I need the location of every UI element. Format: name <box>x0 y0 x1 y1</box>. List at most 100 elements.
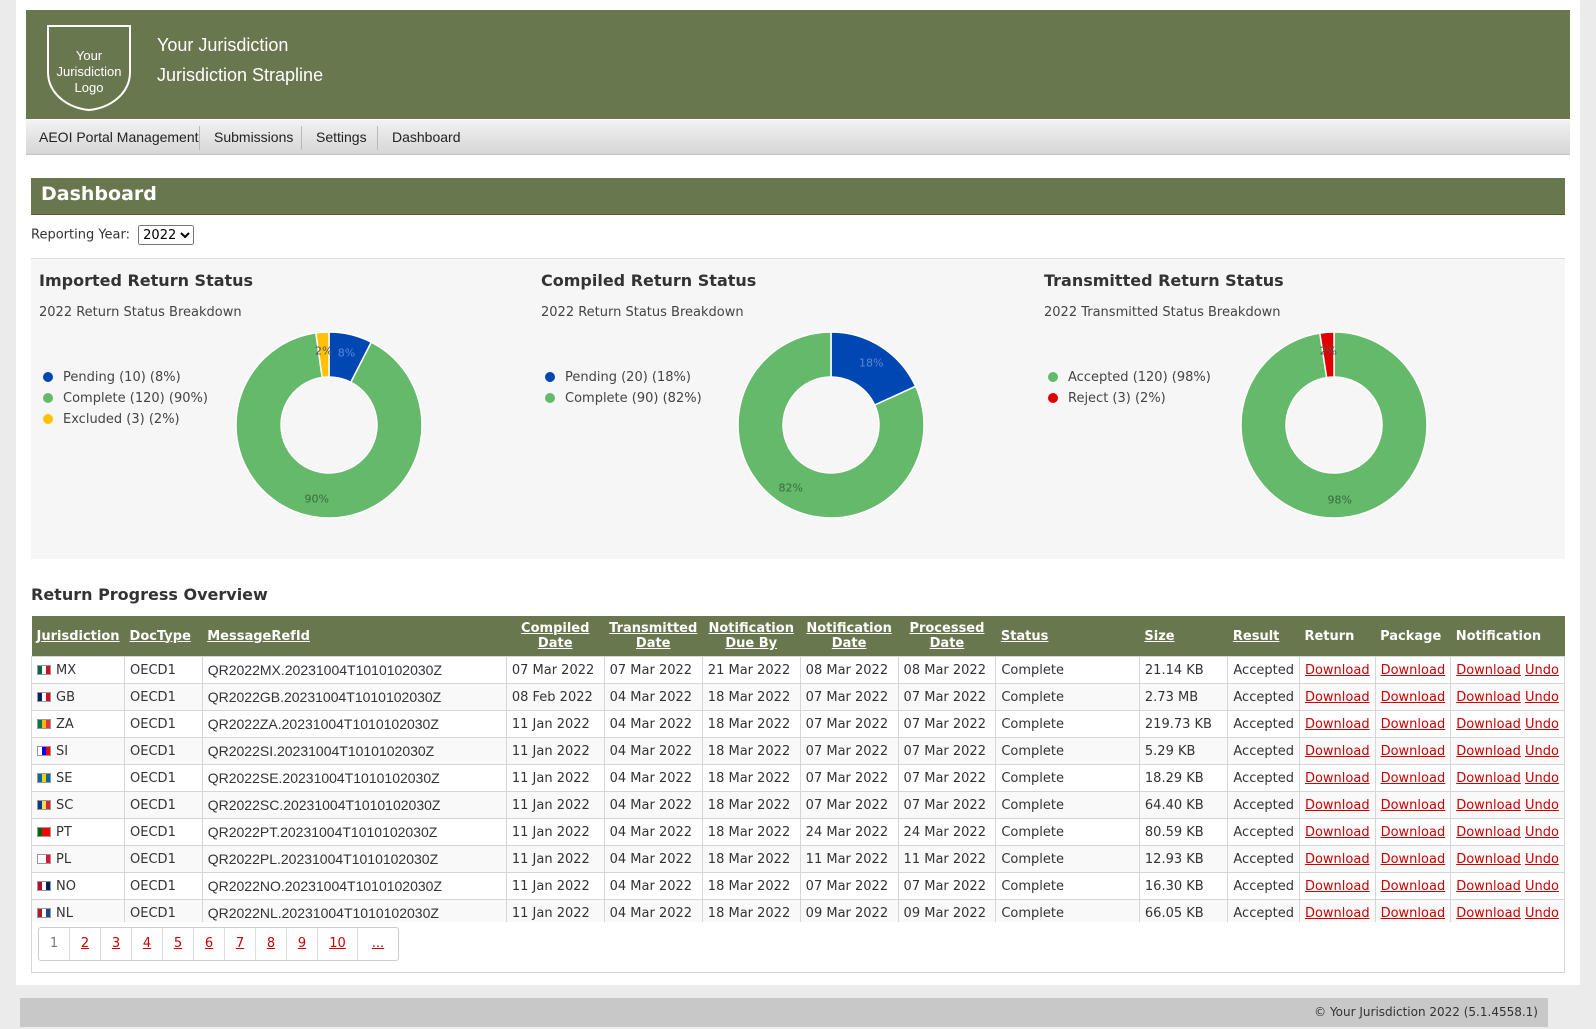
page-link[interactable]: 4 <box>132 928 163 960</box>
notification-undo-link[interactable]: Undo <box>1524 905 1559 921</box>
package-download-link[interactable]: Download <box>1380 743 1446 759</box>
package-download-link[interactable]: Download <box>1380 662 1446 678</box>
col-header-notification-due-by[interactable]: Notification Due By <box>702 616 801 657</box>
col-header-messagerefid[interactable]: MessageRefId <box>202 616 507 657</box>
page-link[interactable]: 3 <box>101 928 132 960</box>
package-download-link[interactable]: Download <box>1380 905 1446 921</box>
return-download-link[interactable]: Download <box>1304 905 1370 921</box>
package-download-link[interactable]: Download <box>1380 851 1446 867</box>
notification-download-link[interactable]: Download <box>1456 770 1521 786</box>
legend-item-pending[interactable]: Pending (10) (8%) <box>43 367 208 388</box>
notification-undo-link[interactable]: Undo <box>1524 662 1559 678</box>
col-header-compiled-date[interactable]: Compiled Date <box>506 616 605 657</box>
notification-download-link[interactable]: Download <box>1456 824 1521 840</box>
legend-item-reject[interactable]: Reject (3) (2%) <box>1048 388 1211 409</box>
dashboard-header: Dashboard <box>31 178 1565 215</box>
notification-download-link[interactable]: Download <box>1456 689 1521 705</box>
legend-item-excluded[interactable]: Excluded (3) (2%) <box>43 409 208 430</box>
legend-item-pending[interactable]: Pending (20) (18%) <box>545 367 702 388</box>
donut-slice-accepted[interactable] <box>1240 331 1428 519</box>
return-download-link[interactable]: Download <box>1304 824 1370 840</box>
return-download-link[interactable]: Download <box>1304 662 1370 678</box>
nav-settings[interactable]: Settings <box>316 129 367 145</box>
return-download-link[interactable]: Download <box>1304 797 1370 813</box>
notification-download-link[interactable]: Download <box>1456 851 1521 867</box>
page-link[interactable]: 10 <box>318 928 358 960</box>
column-label[interactable]: Notification Date <box>806 621 892 651</box>
donut-slice-reject[interactable] <box>1318 331 1335 379</box>
chart-legend: Pending (10) (8%) Complete (120) (90%) E… <box>43 367 208 430</box>
return-download-link[interactable]: Download <box>1304 770 1370 786</box>
page-link[interactable]: 9 <box>287 928 318 960</box>
col-header-jurisdiction[interactable]: Jurisdiction <box>31 616 125 657</box>
donut-slice-complete[interactable] <box>235 332 423 519</box>
notification-download-link[interactable]: Download <box>1456 662 1521 678</box>
notification-undo-link[interactable]: Undo <box>1524 824 1559 840</box>
page-current[interactable]: 1 <box>39 928 70 960</box>
notification-download-link[interactable]: Download <box>1456 797 1521 813</box>
donut-slice-excluded[interactable] <box>315 331 330 379</box>
notification-undo-link[interactable]: Undo <box>1524 743 1559 759</box>
package-download-link[interactable]: Download <box>1380 689 1446 705</box>
cell-doctype: OECD1 <box>124 737 203 765</box>
col-header-notification-date[interactable]: Notification Date <box>800 616 899 657</box>
notification-undo-link[interactable]: Undo <box>1524 797 1559 813</box>
notification-download-link[interactable]: Download <box>1456 743 1521 759</box>
page-more[interactable]: ... <box>371 936 385 951</box>
reporting-year-select[interactable]: 2022 <box>138 225 195 245</box>
column-label[interactable]: Compiled Date <box>521 621 590 651</box>
column-label[interactable]: DocType <box>129 628 191 644</box>
legend-item-accepted[interactable]: Accepted (120) (98%) <box>1048 367 1211 388</box>
legend-item-complete[interactable]: Complete (120) (90%) <box>43 388 208 409</box>
legend-item-complete[interactable]: Complete (90) (82%) <box>545 388 702 409</box>
column-label[interactable]: MessageRefId <box>207 628 310 644</box>
notification-undo-link[interactable]: Undo <box>1524 716 1559 732</box>
return-download-link[interactable]: Download <box>1304 743 1370 759</box>
column-label[interactable]: Processed Date <box>909 621 985 651</box>
notification-undo-link[interactable]: Undo <box>1524 689 1559 705</box>
column-label[interactable]: Jurisdiction <box>36 628 120 644</box>
notification-download-link[interactable]: Download <box>1456 716 1521 732</box>
page-link[interactable]: 7 <box>225 928 256 960</box>
col-header-result[interactable]: Result <box>1227 616 1300 657</box>
nav-submissions[interactable]: Submissions <box>214 129 294 145</box>
logo-line-2: Jurisdiction <box>56 64 122 79</box>
column-label[interactable]: Transmitted Date <box>609 621 698 651</box>
col-header-size[interactable]: Size <box>1139 616 1228 657</box>
page-link[interactable]: 8 <box>256 928 287 960</box>
return-download-link[interactable]: Download <box>1304 878 1370 894</box>
cell-size: 21.14 KB <box>1138 656 1229 684</box>
cell-processed-date: 24 Mar 2022 <box>897 818 997 846</box>
page-link[interactable]: 6 <box>194 928 225 960</box>
notification-undo-link[interactable]: Undo <box>1524 770 1559 786</box>
package-download-link[interactable]: Download <box>1380 824 1446 840</box>
return-download-link[interactable]: Download <box>1304 851 1370 867</box>
nav-aeoi-portal-management[interactable]: AEOI Portal Management <box>39 129 199 145</box>
column-label[interactable]: Result <box>1232 628 1280 644</box>
column-label[interactable]: Size <box>1144 628 1175 644</box>
col-header-notification: Notification <box>1450 616 1565 657</box>
package-download-link[interactable]: Download <box>1380 878 1446 894</box>
notification-undo-link[interactable]: Undo <box>1524 851 1559 867</box>
column-label[interactable]: Status <box>1000 628 1049 644</box>
package-download-link[interactable]: Download <box>1380 770 1446 786</box>
col-header-doctype[interactable]: DocType <box>124 616 203 657</box>
package-download-link[interactable]: Download <box>1380 716 1446 732</box>
nav-dashboard[interactable]: Dashboard <box>392 129 461 145</box>
cell-package: Download <box>1374 845 1452 873</box>
col-header-status[interactable]: Status <box>995 616 1140 657</box>
column-label[interactable]: Notification Due By <box>708 621 794 651</box>
donut-slice-complete[interactable] <box>737 331 925 519</box>
cell-return: Download <box>1298 737 1376 765</box>
col-header-processed-date[interactable]: Processed Date <box>898 616 996 657</box>
col-header-transmitted-date[interactable]: Transmitted Date <box>604 616 703 657</box>
notification-download-link[interactable]: Download <box>1456 878 1521 894</box>
notification-download-link[interactable]: Download <box>1456 905 1521 921</box>
page-link[interactable]: 5 <box>163 928 194 960</box>
return-download-link[interactable]: Download <box>1304 689 1370 705</box>
jurisdiction-logo[interactable]: Your Jurisdiction Logo <box>46 24 132 112</box>
page-link[interactable]: 2 <box>70 928 101 960</box>
notification-undo-link[interactable]: Undo <box>1524 878 1559 894</box>
package-download-link[interactable]: Download <box>1380 797 1446 813</box>
return-download-link[interactable]: Download <box>1304 716 1370 732</box>
